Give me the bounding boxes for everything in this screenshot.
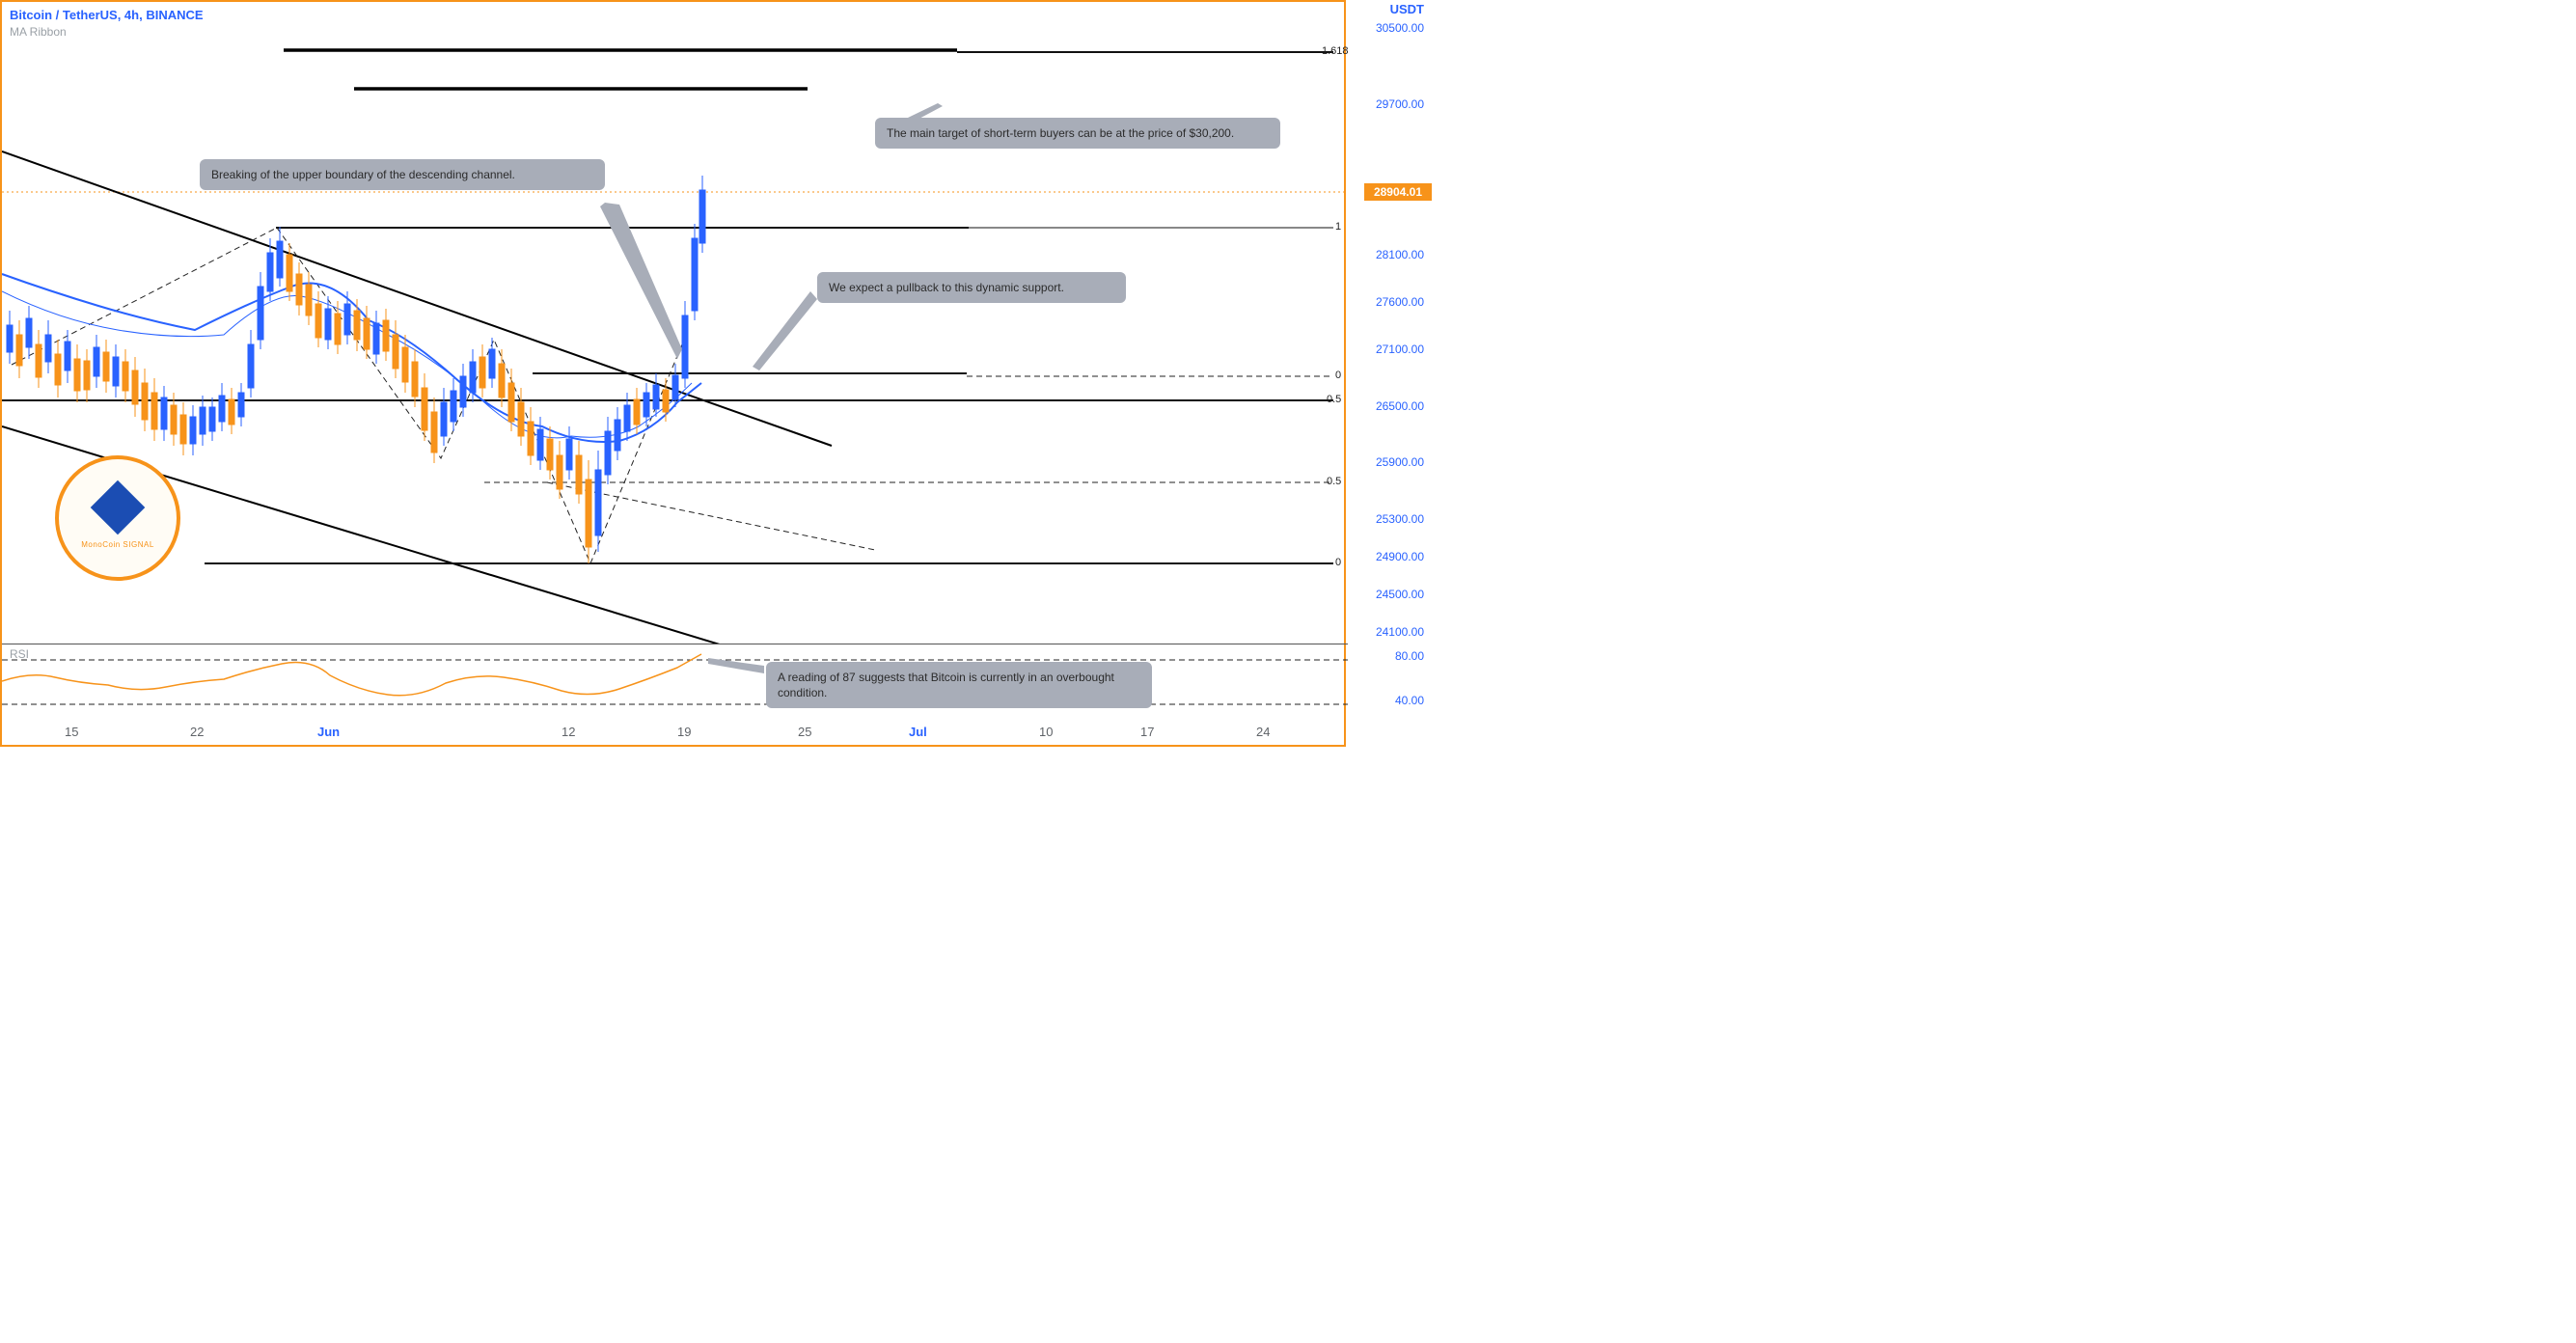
y-tick: 27600.00: [1352, 295, 1424, 309]
y-tick: 27100.00: [1352, 343, 1424, 356]
x-tick: 12: [562, 725, 575, 739]
x-tick: 19: [677, 725, 691, 739]
y-tick: 28100.00: [1352, 248, 1424, 261]
y-tick: 24900.00: [1352, 550, 1424, 563]
logo-text: MonoCoin SIGNAL: [81, 540, 154, 549]
x-tick: 17: [1140, 725, 1154, 739]
x-tick: Jul: [909, 725, 927, 739]
fib-label: 0.5: [1327, 476, 1341, 487]
y-tick: 25300.00: [1352, 512, 1424, 526]
rsi-panel: RSI A reading of 87 suggests that Bitcoi…: [2, 644, 1348, 721]
chart-container: Bitcoin / TetherUS, 4h, BINANCE MA Ribbo…: [0, 0, 1346, 747]
x-tick: 24: [1256, 725, 1270, 739]
current-price-badge: 28904.01: [1364, 183, 1432, 201]
arrow-a1: [600, 203, 682, 359]
y-tick: 25900.00: [1352, 455, 1424, 469]
fib-label: 0: [1335, 370, 1341, 381]
y-tick: 24500.00: [1352, 588, 1424, 601]
annotation-breakout: Breaking of the upper boundary of the de…: [200, 159, 605, 190]
annotation-rsi: A reading of 87 suggests that Bitcoin is…: [766, 662, 1152, 708]
fib-label: 1: [1335, 221, 1341, 233]
x-tick: 25: [798, 725, 811, 739]
rsi-tick: 40.00: [1352, 694, 1424, 707]
logo-diamond-icon: [91, 480, 146, 534]
annotation-target: The main target of short-term buyers can…: [875, 118, 1280, 149]
logo-badge: MonoCoin SIGNAL: [55, 455, 180, 581]
x-tick: 15: [65, 725, 78, 739]
y-axis-header: USDT: [1352, 2, 1424, 16]
y-tick: 30500.00: [1352, 21, 1424, 35]
y-axis: USDT 28904.01 30500.00 29700.00 28100.00 27…: [1346, 0, 1432, 747]
y-tick: 29700.00: [1352, 97, 1424, 111]
y-tick: 26500.00: [1352, 399, 1424, 413]
x-tick: 22: [190, 725, 204, 739]
x-tick: 10: [1039, 725, 1053, 739]
x-tick: Jun: [317, 725, 340, 739]
fib-label: 1.618: [1322, 45, 1349, 57]
annotation-pullback: We expect a pullback to this dynamic sup…: [817, 272, 1126, 303]
y-tick: 24100.00: [1352, 625, 1424, 639]
x-axis: 15 22 Jun 12 19 25 Jul 10 17 24: [2, 718, 1348, 745]
rsi-tick: 80.00: [1352, 649, 1424, 663]
channel-upper: [2, 151, 832, 446]
fib-label: 0.5: [1327, 394, 1341, 405]
main-chart-svg: [2, 2, 1348, 644]
fib-label: 0: [1335, 557, 1341, 568]
arrow-a3: [753, 291, 817, 370]
